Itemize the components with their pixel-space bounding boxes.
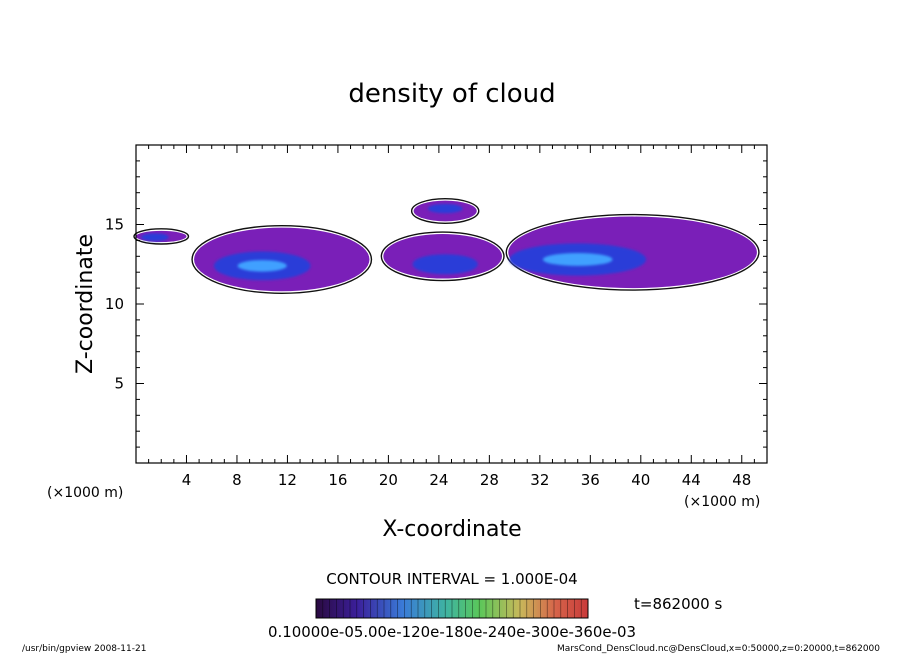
x-tick-label: 12: [278, 471, 297, 489]
y-axis-label: Z-coordinate: [73, 234, 98, 374]
region-core: [412, 254, 478, 275]
region-core: [141, 233, 169, 242]
contour-interval: CONTOUR INTERVAL = 1.000E-04: [326, 570, 577, 588]
y-unit-label: (×1000 m): [47, 485, 123, 501]
cloud-region: [505, 213, 760, 291]
chart-title: density of cloud: [348, 79, 555, 109]
colorbar-labels: 0.10000e-05.00e-120e-180e-240e-300e-360e…: [268, 623, 636, 641]
region-outline: [191, 224, 373, 294]
y-tick-label: 10: [105, 295, 124, 313]
plot-frame: [135, 144, 768, 464]
x-tick-label: 48: [732, 471, 751, 489]
cloud-region: [380, 231, 505, 282]
region-outline: [133, 228, 190, 245]
cloud-regions: [133, 197, 760, 294]
region-peak: [542, 253, 613, 266]
region-peak: [237, 260, 287, 272]
region-outline: [410, 197, 480, 225]
x-axis: 4 8 12 16 20 24 28 32 36 40 44 48: [148, 145, 755, 489]
x-tick-label: 40: [631, 471, 650, 489]
x-axis-label: X-coordinate: [382, 517, 521, 542]
x-tick-label: 20: [379, 471, 398, 489]
time-label: t=862000 s: [634, 595, 722, 613]
x-tick-label: 4: [182, 471, 192, 489]
footer-right: MarsCond_DensCloud.nc@DensCloud,x=0:5000…: [557, 644, 880, 654]
region-core: [427, 203, 463, 214]
region-outline: [380, 231, 505, 282]
colorbar-ticks: [315, 599, 589, 618]
cloud-region: [133, 228, 190, 245]
x-unit-label: (×1000 m): [684, 494, 760, 510]
x-tick-label: 28: [480, 471, 499, 489]
region-outline: [505, 213, 760, 291]
footer-left: /usr/bin/gpview 2008-11-21: [22, 644, 146, 654]
x-tick-label: 8: [232, 471, 242, 489]
y-axis: 5 10 15: [105, 160, 767, 448]
cloud-region: [191, 224, 373, 294]
x-tick-label: 16: [328, 471, 347, 489]
x-tick-label: 32: [530, 471, 549, 489]
x-tick-label: 44: [682, 471, 701, 489]
x-tick-label: 36: [581, 471, 600, 489]
y-tick-label: 15: [105, 216, 124, 234]
cloud-region: [410, 197, 480, 225]
y-tick-label: 5: [114, 375, 124, 393]
x-tick-label: 24: [429, 471, 448, 489]
